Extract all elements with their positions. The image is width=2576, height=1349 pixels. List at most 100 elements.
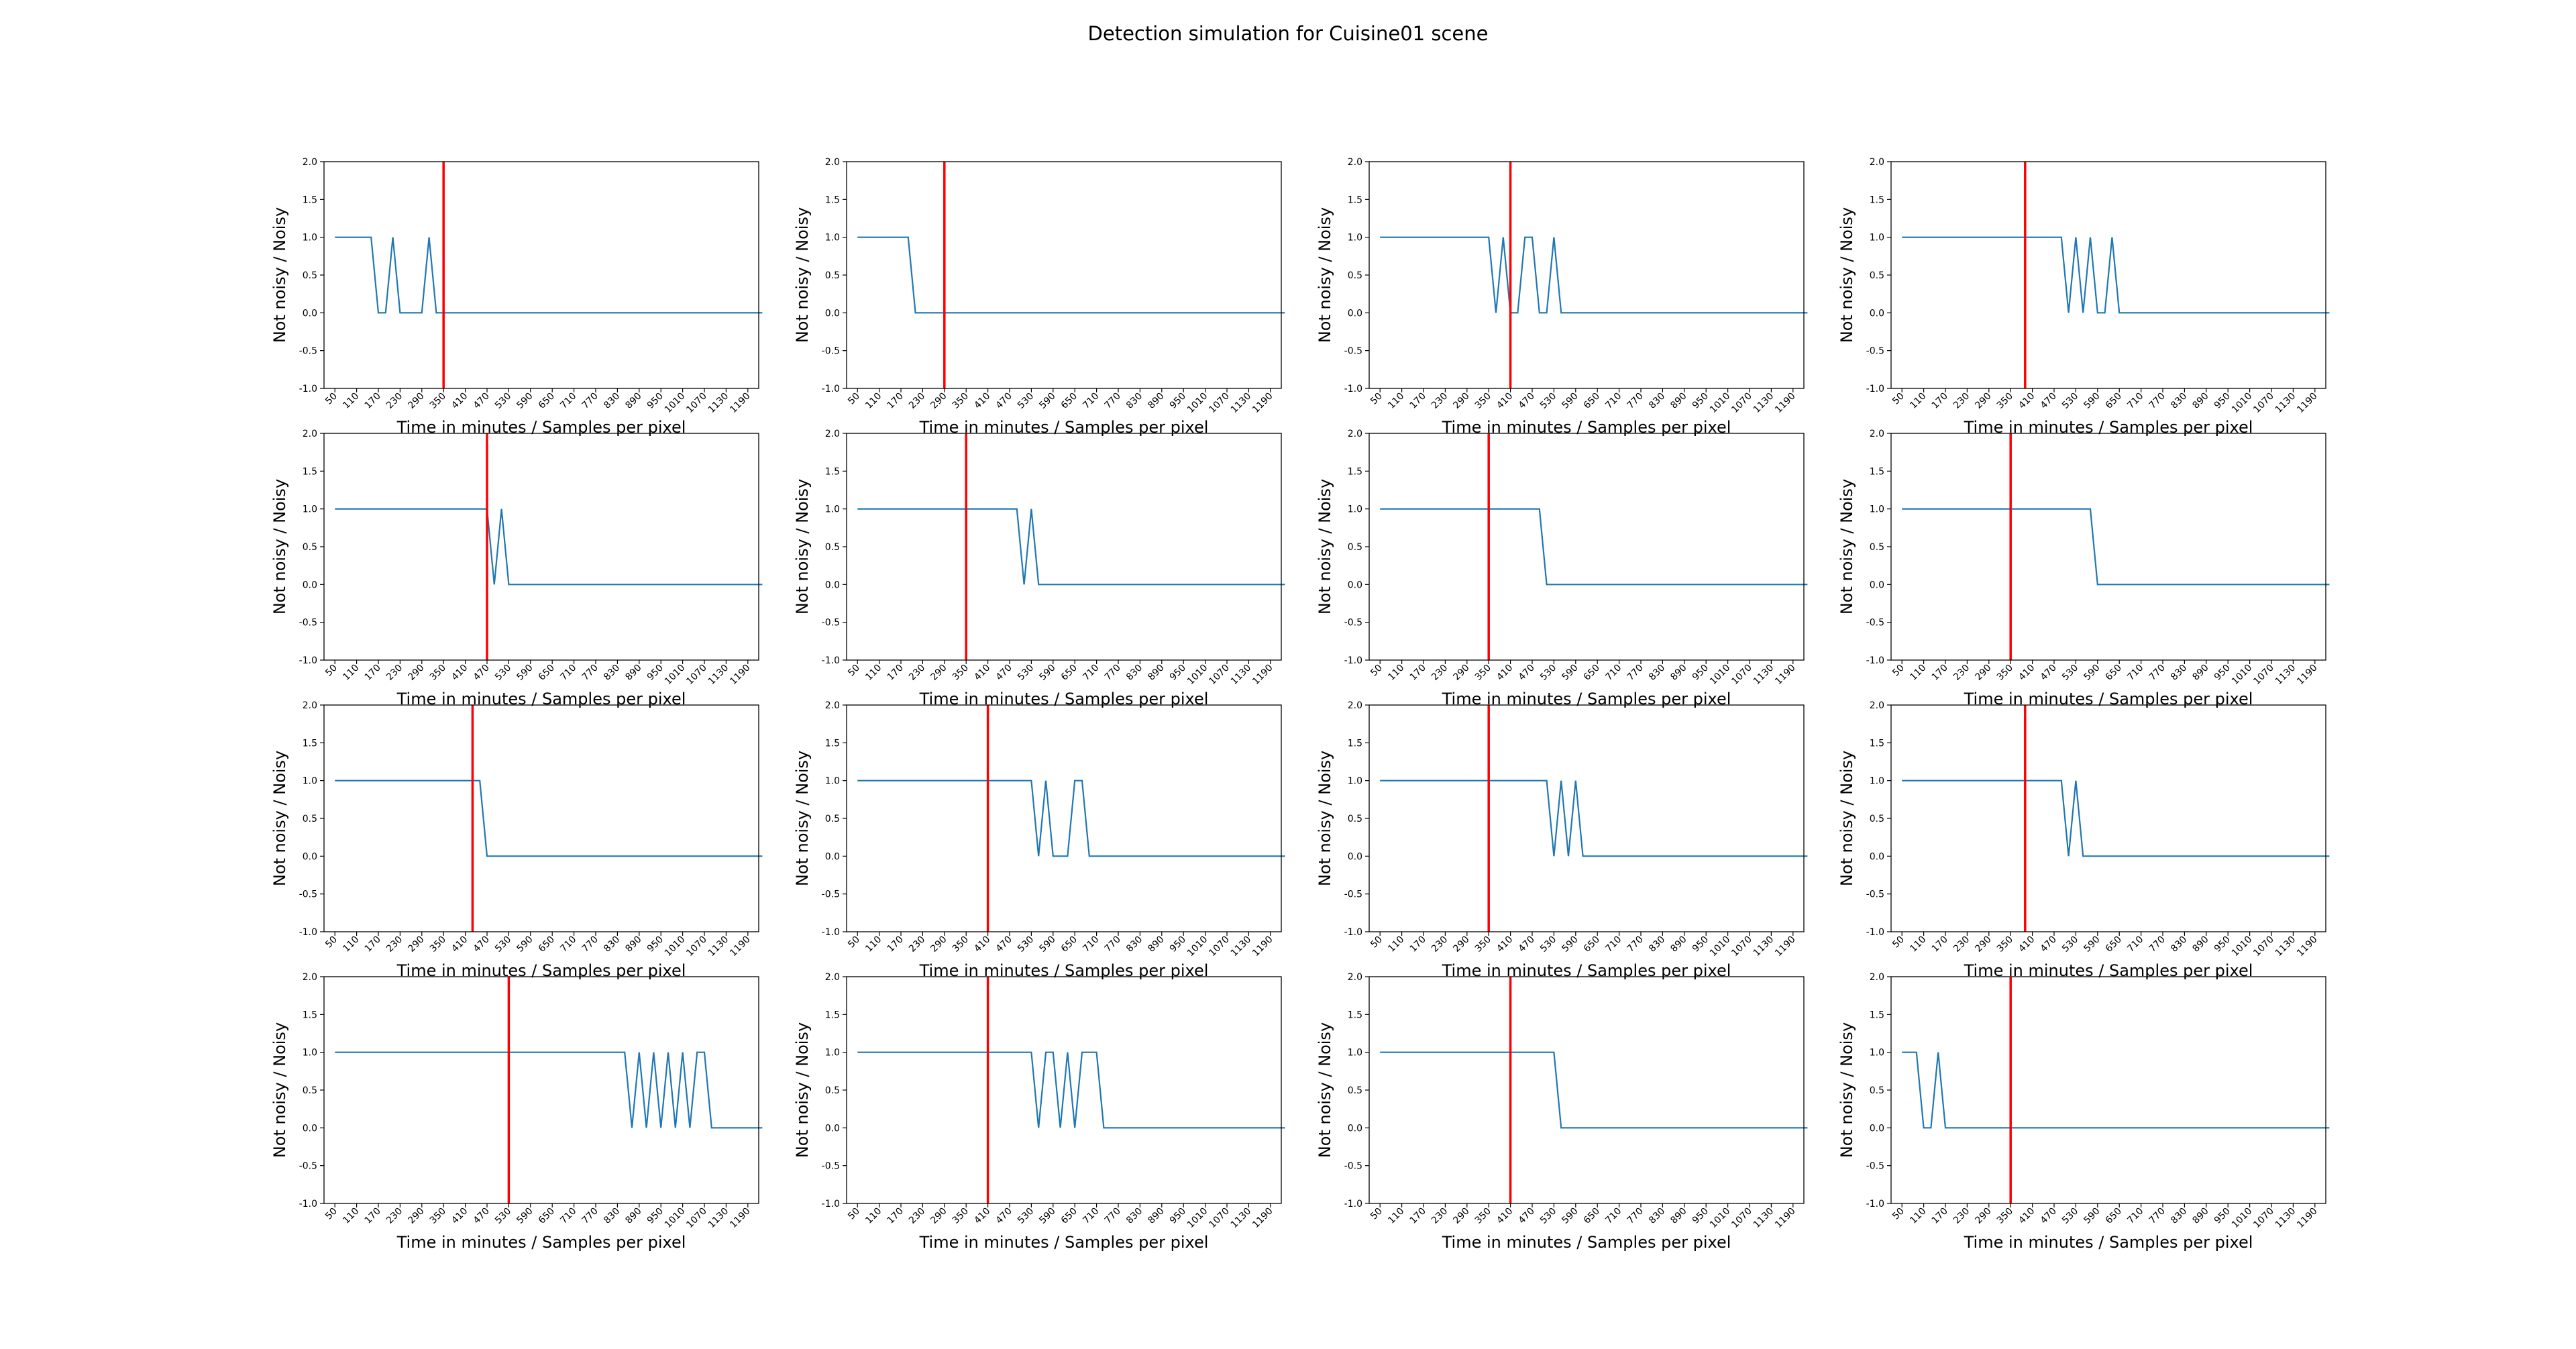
y-tick-label: -1.0 — [299, 1199, 317, 1209]
y-tick-label: 0.0 — [1870, 308, 1884, 319]
y-tick-label: 1.5 — [1870, 195, 1884, 205]
y-tick-label: 0.5 — [303, 1085, 317, 1096]
y-tick-label: 1.0 — [1870, 504, 1884, 515]
y-tick-label: 1.5 — [303, 738, 317, 749]
y-tick-label: 2.0 — [303, 429, 317, 439]
y-axis-label: Not noisy / Noisy — [1837, 1022, 1856, 1158]
y-tick-label: 1.0 — [303, 1048, 317, 1059]
y-tick-label: -0.5 — [822, 346, 840, 357]
y-tick-label: 1.0 — [303, 776, 317, 787]
y-tick-label: 0.0 — [1870, 580, 1884, 590]
y-axis-label: Not noisy / Noisy — [270, 479, 289, 614]
x-axis-label: Time in minutes / Samples per pixel — [1442, 961, 1731, 980]
y-tick-label: 0.0 — [825, 580, 840, 590]
y-tick-label: 2.0 — [1870, 700, 1884, 711]
y-tick-label: 2.0 — [303, 700, 317, 711]
y-tick-label: -0.5 — [1866, 889, 1884, 900]
series-line — [1380, 779, 1808, 857]
y-tick-label: -0.5 — [822, 889, 840, 900]
series-line — [857, 236, 1285, 314]
y-tick-label: -0.5 — [822, 1161, 840, 1172]
y-tick-label: 1.0 — [1348, 233, 1362, 244]
y-tick-label: -1.0 — [1866, 384, 1884, 394]
y-axis-label: Not noisy / Noisy — [793, 751, 812, 886]
y-tick-label: 0.0 — [303, 1123, 317, 1134]
y-tick-label: -1.0 — [299, 655, 317, 666]
y-tick-label: -1.0 — [1344, 655, 1362, 666]
series-line — [1380, 236, 1808, 314]
y-tick-label: 0.5 — [303, 814, 317, 824]
y-tick-label: 1.5 — [825, 1010, 840, 1020]
y-tick-label: -1.0 — [1344, 384, 1362, 394]
x-axis-label: Time in minutes / Samples per pixel — [396, 690, 686, 708]
y-tick-label: -0.5 — [299, 346, 317, 357]
y-tick-label: 2.0 — [1870, 972, 1884, 983]
x-axis-label: Time in minutes / Samples per pixel — [1964, 418, 2253, 437]
x-axis-label: Time in minutes / Samples per pixel — [919, 961, 1209, 980]
y-tick-label: -0.5 — [299, 1161, 317, 1172]
y-tick-label: 1.5 — [1870, 466, 1884, 477]
y-tick-label: 1.0 — [1870, 1048, 1884, 1059]
axes-frame — [846, 704, 1282, 932]
y-tick-label: 0.0 — [825, 1123, 840, 1134]
y-tick-label: 1.0 — [825, 1048, 840, 1059]
y-tick-label: 1.0 — [303, 233, 317, 244]
y-tick-label: 1.5 — [1348, 738, 1362, 749]
y-tick-label: 0.0 — [825, 308, 840, 319]
x-axis-label: Time in minutes / Samples per pixel — [1964, 961, 2253, 980]
y-tick-label: 2.0 — [1348, 157, 1362, 168]
y-tick-label: 1.5 — [303, 466, 317, 477]
axes-frame — [1368, 704, 1805, 932]
y-tick-label: 1.5 — [825, 738, 840, 749]
y-tick-label: 0.5 — [1870, 270, 1884, 281]
y-tick-label: 0.5 — [825, 270, 840, 281]
y-tick-label: 1.0 — [825, 233, 840, 244]
axes-frame — [323, 976, 759, 1204]
y-tick-label: 0.5 — [1348, 270, 1362, 281]
y-axis-label: Not noisy / Noisy — [793, 1022, 812, 1158]
series-line — [1380, 508, 1808, 586]
y-axis-label: Not noisy / Noisy — [270, 1022, 289, 1158]
y-tick-label: 2.0 — [825, 157, 840, 168]
y-tick-label: 0.0 — [1348, 308, 1362, 319]
y-tick-label: -0.5 — [299, 618, 317, 629]
y-tick-label: 1.0 — [1348, 776, 1362, 787]
y-tick-label: 0.5 — [1348, 542, 1362, 553]
y-axis-label: Not noisy / Noisy — [793, 479, 812, 614]
y-tick-label: -0.5 — [822, 618, 840, 629]
y-axis-label: Not noisy / Noisy — [1316, 479, 1334, 614]
y-tick-label: -1.0 — [1344, 927, 1362, 938]
x-axis-label: Time in minutes / Samples per pixel — [1442, 690, 1731, 708]
y-tick-label: -1.0 — [822, 927, 840, 938]
axes-frame — [846, 161, 1282, 389]
axes-frame — [1890, 976, 2326, 1204]
y-axis-label: Not noisy / Noisy — [270, 751, 289, 886]
series-line — [335, 1051, 763, 1129]
y-tick-label: 1.5 — [303, 1010, 317, 1020]
y-tick-label: 2.0 — [825, 429, 840, 439]
x-axis-label: Time in minutes / Samples per pixel — [396, 1233, 686, 1252]
y-tick-label: 2.0 — [1348, 972, 1362, 983]
y-tick-label: 0.5 — [1870, 542, 1884, 553]
y-axis-label: Not noisy / Noisy — [1316, 751, 1334, 886]
y-tick-label: -0.5 — [1344, 618, 1362, 629]
y-tick-label: 0.5 — [825, 814, 840, 824]
x-axis-label: Time in minutes / Samples per pixel — [396, 418, 686, 437]
x-axis-label: Time in minutes / Samples per pixel — [396, 961, 686, 980]
series-line — [857, 508, 1285, 586]
y-tick-label: 2.0 — [1348, 700, 1362, 711]
y-tick-label: -1.0 — [1866, 1199, 1884, 1209]
y-tick-label: 1.5 — [303, 195, 317, 205]
y-tick-label: -1.0 — [822, 655, 840, 666]
y-tick-label: 0.0 — [303, 580, 317, 590]
y-tick-label: -0.5 — [1344, 346, 1362, 357]
y-tick-label: -0.5 — [1866, 346, 1884, 357]
axes-frame — [323, 161, 759, 389]
axes-frame — [1368, 976, 1805, 1204]
y-tick-label: 0.0 — [303, 308, 317, 319]
y-tick-label: -0.5 — [1344, 889, 1362, 900]
x-axis-label: Time in minutes / Samples per pixel — [919, 690, 1209, 708]
y-tick-label: 1.5 — [1348, 466, 1362, 477]
series-line — [1902, 508, 2330, 586]
